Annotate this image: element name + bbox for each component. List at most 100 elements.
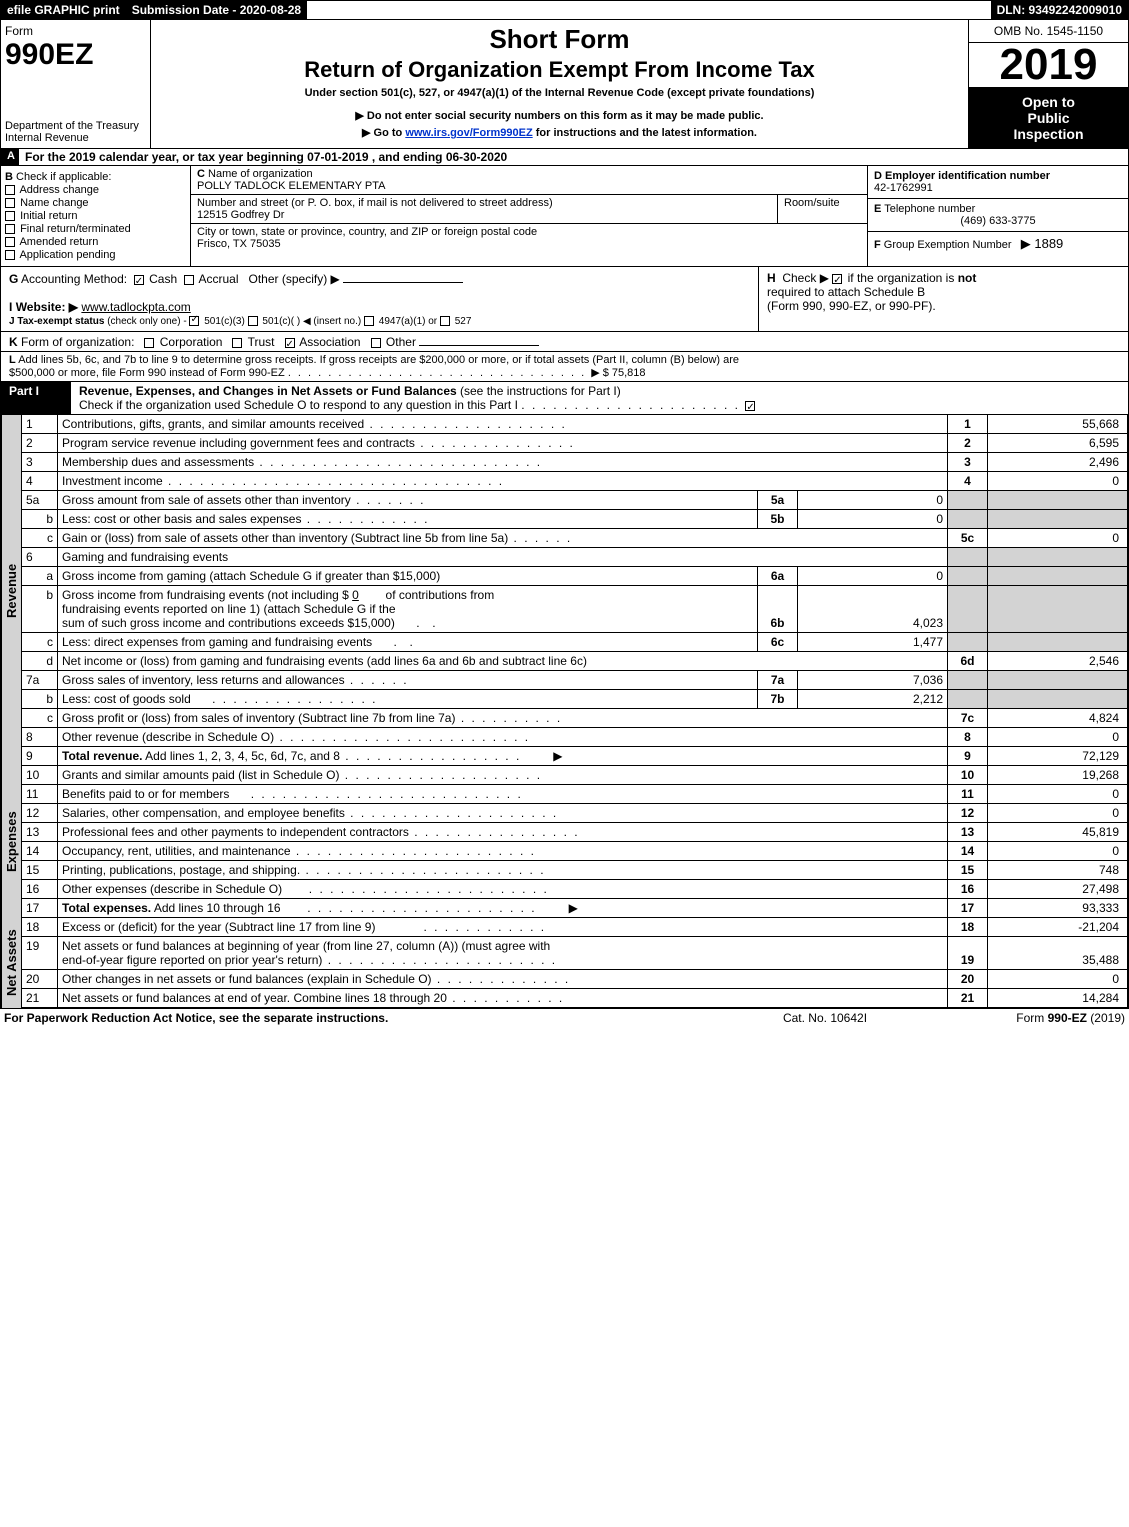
checkbox-4947[interactable] [364,316,374,326]
line-5c-amount: 0 [988,529,1128,548]
other-org-input[interactable] [419,334,539,346]
line-16-amount: 27,498 [988,880,1128,899]
line-10-amount: 19,268 [988,766,1128,785]
revenue-section: Revenue 1Contributions, gifts, grants, a… [0,415,1129,766]
table-row: 20Other changes in net assets or fund ba… [22,970,1128,989]
form-word: Form [5,24,146,38]
checkbox-initial-return[interactable] [5,211,15,221]
tax-year-period: For the 2019 calendar year, or tax year … [19,149,1128,165]
table-row: 2Program service revenue including gover… [22,434,1128,453]
line-7c-amount: 4,824 [988,709,1128,728]
checkbox-association[interactable] [285,338,295,348]
room-suite: Room/suite [777,195,867,223]
checkbox-schedule-b-not-required[interactable] [832,274,842,284]
header-middle: Short Form Return of Organization Exempt… [151,20,968,148]
other-accounting-input[interactable] [343,271,463,283]
box-c: C Name of organization POLLY TADLOCK ELE… [191,166,868,266]
table-row: b Gross income from fundraising events (… [22,586,1128,633]
submission-date: Submission Date - 2020-08-28 [126,1,307,19]
city-state-zip: Frisco, TX 75035 [197,238,281,250]
table-row: 18Excess or (deficit) for the year (Subt… [22,918,1128,937]
checkbox-501c3[interactable] [189,316,199,326]
page-footer: For Paperwork Reduction Act Notice, see … [0,1009,1129,1027]
form-footer-id: Form 990-EZ (2019) [925,1011,1125,1025]
table-row: 15Printing, publications, postage, and s… [22,861,1128,880]
line-8-amount: 0 [988,728,1128,747]
gross-receipts: ▶ $ 75,818 [591,367,645,379]
line-14-amount: 0 [988,842,1128,861]
tax-year: 2019 [969,43,1128,88]
checkbox-501c[interactable] [248,316,258,326]
website-link[interactable]: www.tadlockpta.com [81,300,190,314]
table-row: 10Grants and similar amounts paid (list … [22,766,1128,785]
paperwork-notice: For Paperwork Reduction Act Notice, see … [4,1011,725,1025]
checkbox-other-org[interactable] [371,338,381,348]
checkbox-name-change[interactable] [5,198,15,208]
table-row: 19Net assets or fund balances at beginni… [22,937,1128,970]
line-19-amount: 35,488 [988,937,1128,970]
table-row: aGross income from gaming (attach Schedu… [22,567,1128,586]
ein-label: D Employer identification number [874,170,1050,182]
table-row: 4Investment income . . . . . . . . . . .… [22,472,1128,491]
line-15-amount: 748 [988,861,1128,880]
ein-value: 42-1762991 [874,182,933,194]
bcd-block: B Check if applicable: Address change Na… [0,166,1129,267]
checkbox-corporation[interactable] [144,338,154,348]
checkbox-schedule-o-part1[interactable] [745,401,755,411]
table-row: 5aGross amount from sale of assets other… [22,491,1128,510]
table-row: cGain or (loss) from sale of assets othe… [22,529,1128,548]
irs-link[interactable]: www.irs.gov/Form990EZ [405,127,532,139]
line-20-amount: 0 [988,970,1128,989]
checkbox-trust[interactable] [232,338,242,348]
line-11-amount: 0 [988,785,1128,804]
form-number: 990EZ [5,38,146,72]
line-7a-amount: 7,036 [798,671,948,690]
part-i-label: Part I [1,382,71,414]
line-18-amount: -21,204 [988,918,1128,937]
table-row: 17Total expenses. Add lines 10 through 1… [22,899,1128,918]
table-row: 7aGross sales of inventory, less returns… [22,671,1128,690]
gh-block: G Accounting Method: Cash Accrual Other … [0,267,1129,332]
checkbox-amended-return[interactable] [5,237,15,247]
expenses-side-label: Expenses [1,766,21,918]
table-row: dNet income or (loss) from gaming and fu… [22,652,1128,671]
group-exemption-number: ▶ 1889 [1021,236,1064,251]
dln-label: DLN: 93492242009010 [991,1,1128,19]
checkbox-cash[interactable] [134,275,144,285]
net-assets-section: Net Assets 18Excess or (deficit) for the… [0,918,1129,1009]
line-13-amount: 45,819 [988,823,1128,842]
box-b: B Check if applicable: Address change Na… [1,166,191,266]
irs-label: Internal Revenue [5,132,146,144]
checkbox-527[interactable] [440,316,450,326]
line-17-amount: 93,333 [988,899,1128,918]
checkbox-application-pending[interactable] [5,250,15,260]
table-row: 8Other revenue (describe in Schedule O) … [22,728,1128,747]
row-k: K Form of organization: Corporation Trus… [0,332,1129,352]
revenue-table: 1Contributions, gifts, grants, and simil… [21,415,1128,766]
telephone: (469) 633-3775 [874,215,1122,227]
line-3-amount: 2,496 [988,453,1128,472]
header-right: OMB No. 1545-1150 2019 Open to Public In… [968,20,1128,148]
table-row: cLess: direct expenses from gaming and f… [22,633,1128,652]
label-a: A [1,149,19,165]
line-6a-amount: 0 [798,567,948,586]
line-12-amount: 0 [988,804,1128,823]
net-assets-table: 18Excess or (deficit) for the year (Subt… [21,918,1128,1008]
table-row: bLess: cost or other basis and sales exp… [22,510,1128,529]
table-row: 11Benefits paid to or for members . . . … [22,785,1128,804]
header-left: Form 990EZ Department of the Treasury In… [1,20,151,148]
revenue-side-label: Revenue [1,415,21,766]
checkbox-accrual[interactable] [184,275,194,285]
section-a-row: A For the 2019 calendar year, or tax yea… [0,149,1129,166]
table-row: bLess: cost of goods sold . . . . . . . … [22,690,1128,709]
checkbox-final-return[interactable] [5,224,15,234]
form-title-return: Return of Organization Exempt From Incom… [155,57,964,83]
goto-instructions: ▶ Go to www.irs.gov/Form990EZ for instru… [155,126,964,139]
table-row: 6Gaming and fundraising events [22,548,1128,567]
line-5b-amount: 0 [798,510,948,529]
department-label: Department of the Treasury [5,120,146,132]
checkbox-address-change[interactable] [5,185,15,195]
table-row: 3Membership dues and assessments . . . .… [22,453,1128,472]
table-row: 12Salaries, other compensation, and empl… [22,804,1128,823]
table-row: 13Professional fees and other payments t… [22,823,1128,842]
